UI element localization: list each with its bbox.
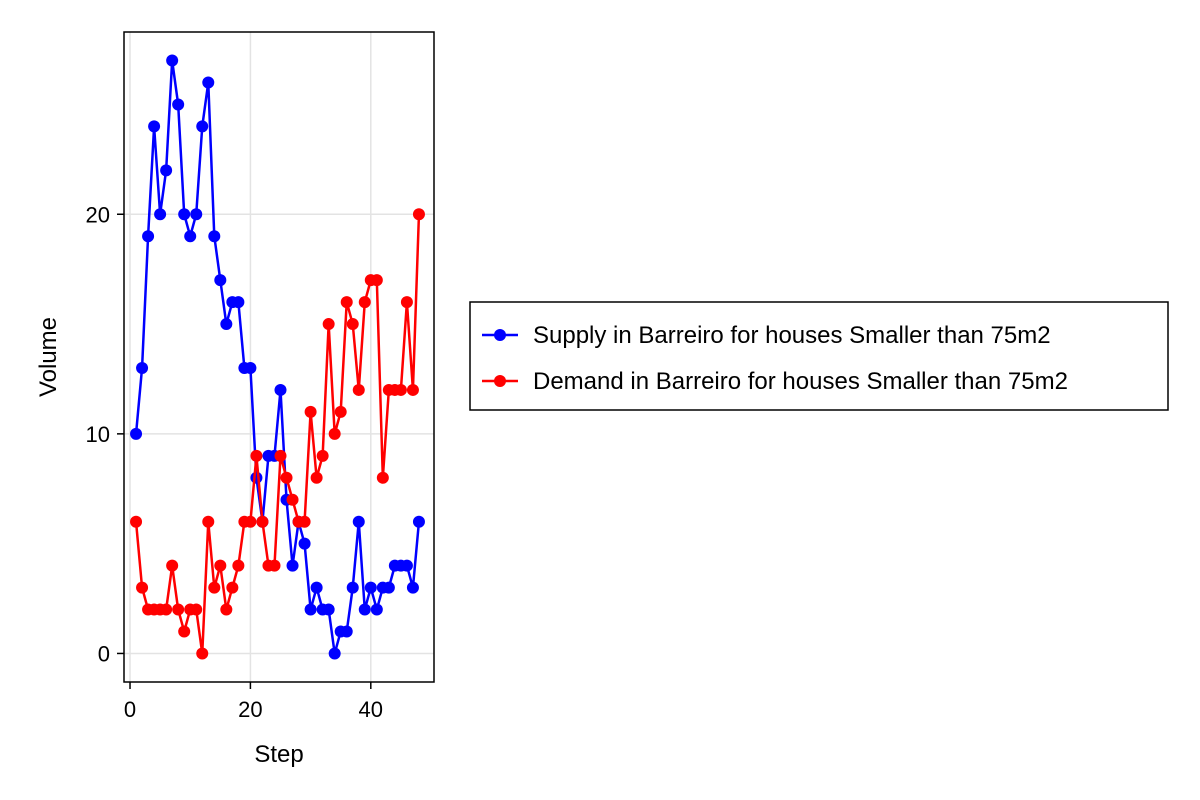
x-axis-title: Step: [254, 741, 303, 768]
data-point: [232, 296, 245, 309]
data-point: [244, 515, 257, 528]
data-point: [382, 581, 395, 594]
data-point: [160, 603, 173, 616]
data-point: [322, 318, 335, 331]
data-point: [220, 318, 233, 331]
data-point: [178, 208, 191, 221]
data-point: [304, 405, 317, 418]
data-point: [208, 230, 221, 243]
data-point: [172, 98, 185, 111]
data-point: [214, 559, 227, 572]
data-point: [298, 537, 311, 550]
data-point: [196, 647, 209, 660]
data-point: [412, 515, 425, 528]
data-point: [274, 449, 287, 462]
data-point: [412, 208, 425, 221]
data-point: [298, 515, 311, 528]
data-point: [208, 581, 221, 594]
data-point: [346, 318, 359, 331]
data-point: [226, 581, 239, 594]
legend-label: Supply in Barreiro for houses Smaller th…: [533, 322, 1051, 349]
data-point: [166, 559, 179, 572]
data-point: [184, 230, 197, 243]
data-point: [316, 449, 329, 462]
legend-label: Demand in Barreiro for houses Smaller th…: [533, 368, 1068, 395]
data-point: [370, 274, 383, 287]
legend-swatch-marker: [494, 329, 506, 341]
data-point: [370, 603, 383, 616]
data-point: [346, 581, 359, 594]
data-point: [136, 581, 149, 594]
data-point: [358, 296, 371, 309]
data-point: [268, 559, 281, 572]
axis-ticks: 0 20 40 0 10 20: [86, 202, 384, 722]
grid-lines: [124, 32, 434, 682]
legend-box: [469, 301, 1169, 411]
data-point: [202, 515, 215, 528]
data-point: [340, 296, 353, 309]
data-point: [274, 383, 287, 396]
data-point: [142, 230, 155, 243]
data-point: [304, 603, 317, 616]
data-point: [178, 625, 191, 638]
legend-item: Supply in Barreiro for houses Smaller th…: [482, 322, 1051, 349]
data-point: [220, 603, 233, 616]
data-point: [376, 471, 389, 484]
data-point: [130, 515, 143, 528]
data-point: [364, 581, 377, 594]
data-point: [280, 471, 293, 484]
data-point: [322, 603, 335, 616]
data-point: [148, 120, 161, 133]
data-point: [256, 515, 269, 528]
data-point: [352, 383, 365, 396]
series-demand: [130, 208, 425, 660]
y-tick-label: 20: [86, 202, 110, 227]
data-point: [196, 120, 209, 133]
data-point: [130, 427, 143, 440]
data-point: [352, 515, 365, 528]
x-tick-label: 0: [124, 697, 136, 722]
data-point: [406, 581, 419, 594]
data-point: [202, 76, 215, 89]
y-tick-label: 10: [86, 422, 110, 447]
data-point: [310, 471, 323, 484]
y-tick-label: 0: [98, 641, 110, 666]
data-point: [394, 383, 407, 396]
data-point: [328, 427, 341, 440]
data-point: [250, 471, 263, 484]
x-tick-label: 20: [238, 697, 262, 722]
legend: Supply in Barreiro for houses Smaller th…: [469, 301, 1169, 411]
x-tick-label: 40: [359, 697, 383, 722]
data-point: [406, 383, 419, 396]
data-point: [166, 54, 179, 67]
data-point: [136, 361, 149, 374]
data-point: [190, 208, 203, 221]
data-point: [328, 647, 341, 660]
data-point: [286, 559, 299, 572]
data-point: [334, 405, 347, 418]
data-point: [310, 581, 323, 594]
series-supply: [130, 54, 425, 660]
data-point: [286, 493, 299, 506]
data-point: [160, 164, 173, 177]
data-point: [244, 361, 257, 374]
plot-frame: [123, 31, 435, 683]
legend-item: Demand in Barreiro for houses Smaller th…: [482, 368, 1068, 395]
data-point: [232, 559, 245, 572]
legend-swatch-marker: [494, 375, 506, 387]
series-layer: [130, 54, 425, 660]
data-point: [154, 208, 167, 221]
data-point: [358, 603, 371, 616]
data-point: [340, 625, 353, 638]
y-axis-title: Volume: [35, 317, 62, 397]
data-point: [190, 603, 203, 616]
data-point: [250, 449, 263, 462]
data-point: [400, 559, 413, 572]
data-point: [172, 603, 185, 616]
data-point: [214, 274, 227, 287]
data-point: [400, 296, 413, 309]
